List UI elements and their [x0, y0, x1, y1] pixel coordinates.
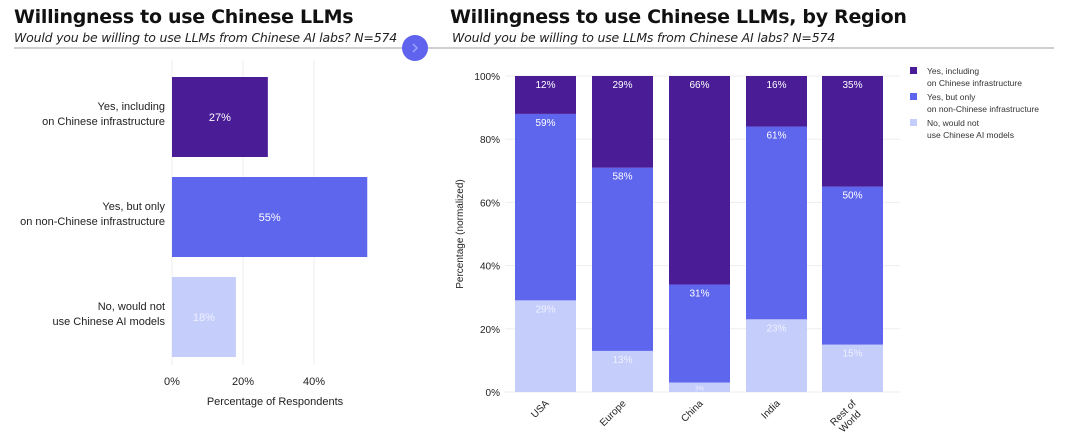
stacked-bar-segment-yes-including	[669, 76, 730, 285]
next-slide-button[interactable]	[402, 35, 428, 61]
right-x-tick-label: Europe	[598, 398, 629, 429]
right-divider	[428, 47, 1054, 49]
stacked-bar-segment-no	[669, 382, 730, 392]
legend-swatch	[910, 93, 917, 100]
stacked-bar-value-label: 31%	[689, 289, 709, 300]
stacked-bar-segment-yes-only-non-chinese	[592, 167, 653, 351]
left-bar-value-label: 27%	[209, 112, 231, 124]
right-stacked-bar-chart: 0% 20% 40% 60% 80% 100% Percentage (normalize…	[455, 66, 1039, 435]
stacked-bar-segment-no	[746, 319, 807, 392]
svg-text:USA: USA	[529, 398, 552, 421]
stacked-bar-value-label: 13%	[612, 355, 632, 366]
left-chart-subtitle: Would you be willing to use LLMs from Ch…	[14, 30, 397, 45]
stacked-bar-value-label: 59%	[535, 118, 555, 129]
stacked-bar-value-label: 35%	[842, 80, 862, 91]
left-category-label: use Chinese AI models	[52, 316, 165, 328]
chevron-right-icon	[412, 43, 419, 53]
left-x-tick-label: 20%	[232, 376, 254, 388]
left-chart-title: Willingness to use Chinese LLMs	[14, 6, 354, 28]
left-bar	[172, 77, 268, 157]
left-category-label: on non-Chinese infrastructure	[20, 216, 165, 228]
left-category-label: Yes, including	[98, 101, 165, 113]
legend-label: No, would not	[927, 118, 980, 128]
legend-item-no: No, would not use Chinese AI models	[910, 118, 1014, 140]
left-bar-value-label: 55%	[259, 212, 281, 224]
legend-label: Yes, including	[927, 66, 979, 76]
stacked-bar-segment-no	[822, 344, 883, 392]
right-y-tick-label: 20%	[480, 325, 500, 336]
stacked-bar-segment-yes-only-non-chinese	[822, 186, 883, 345]
left-category-label: No, would not	[98, 301, 165, 313]
left-category-label: Yes, but only	[102, 201, 165, 213]
stacked-bar-segment-no	[592, 350, 653, 392]
left-x-tick-label: 40%	[303, 376, 325, 388]
stacked-bar-segment-yes-only-non-chinese	[746, 126, 807, 320]
stacked-bar-value-label: 66%	[689, 80, 709, 91]
legend-label: use Chinese AI models	[927, 130, 1014, 140]
left-x-tick-label: 0%	[164, 376, 180, 388]
svg-text:Europe: Europe	[598, 398, 629, 429]
right-y-tick-label: 0%	[486, 388, 501, 399]
right-x-tick-label: USA	[529, 398, 552, 421]
right-y-tick-label: 80%	[480, 135, 500, 146]
stacked-bar-segment-yes-including	[822, 76, 883, 187]
legend-item-yes-including: Yes, including on Chinese infrastructure	[910, 66, 1022, 88]
stacked-bar-segment-yes-including	[592, 76, 653, 168]
legend-swatch	[910, 67, 917, 74]
stacked-bar-segment-yes-including	[746, 76, 807, 127]
svg-text:India: India	[760, 398, 783, 421]
stacked-bar-value-label: 29%	[612, 80, 632, 91]
right-x-tick-label: India	[760, 398, 783, 421]
legend-label: Yes, but only	[927, 92, 976, 102]
legend-item-yes-only-non-chinese: Yes, but only on non-Chinese infrastructu…	[910, 92, 1039, 114]
legend-label: on Chinese infrastructure	[927, 78, 1022, 88]
stacked-bar-segment-yes-only-non-chinese	[515, 113, 576, 301]
right-y-tick-label: 40%	[480, 262, 500, 273]
left-x-axis-label: Percentage of Respondents	[207, 396, 344, 408]
left-category-label: on Chinese infrastructure	[42, 116, 165, 128]
stacked-bar-value-label: 3%	[695, 387, 704, 393]
right-chart-title: Willingness to use Chinese LLMs, by Regi…	[450, 6, 907, 28]
stacked-bar-value-label: 16%	[766, 80, 786, 91]
svg-text:China: China	[679, 398, 706, 425]
stacked-bar-value-label: 50%	[842, 191, 862, 202]
legend-label: on non-Chinese infrastructure	[927, 104, 1039, 114]
stacked-bar-value-label: 23%	[766, 323, 786, 334]
stacked-bar-segment-yes-only-non-chinese	[669, 284, 730, 383]
left-bar-value-label: 18%	[193, 312, 215, 324]
right-y-axis-label: Percentage (normalized)	[455, 179, 466, 289]
right-x-tick-label: China	[679, 398, 706, 425]
stacked-bar-segment-no	[515, 300, 576, 392]
stacked-bar-value-label: 15%	[842, 349, 862, 360]
right-chart-subtitle: Would you be willing to use LLMs from Ch…	[452, 30, 835, 45]
left-bar	[172, 277, 236, 357]
legend-swatch	[910, 119, 917, 126]
stacked-bar-value-label: 29%	[535, 304, 555, 315]
left-bar	[172, 177, 368, 257]
stacked-bar-value-label: 61%	[766, 131, 786, 142]
stacked-bar-value-label: 58%	[612, 172, 632, 183]
stacked-bar-value-label: 12%	[535, 80, 555, 91]
stacked-bar-segment-yes-including	[515, 76, 576, 114]
left-divider	[14, 47, 404, 49]
left-bar-chart: 27% 55% 18% Yes, including on Chinese infra…	[20, 60, 368, 408]
right-y-tick-label: 60%	[480, 198, 500, 209]
right-y-tick-label: 100%	[474, 72, 500, 83]
